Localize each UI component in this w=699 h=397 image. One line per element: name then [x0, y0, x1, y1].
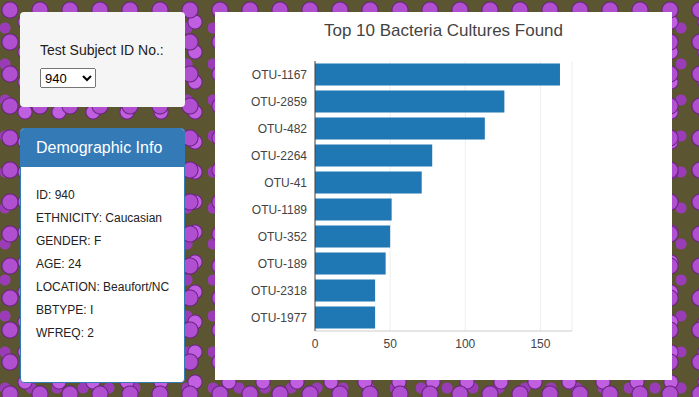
html-text:AGE: 24: AGE: 24: [36, 257, 82, 271]
svg-text:OTU-189: OTU-189: [258, 257, 308, 271]
html-text:Top 10 Bacteria Cultures Found: Top 10 Bacteria Cultures Found: [324, 21, 563, 40]
svg-text:OTU-1167: OTU-1167: [252, 68, 307, 82]
svg-text:50: 50: [383, 337, 397, 351]
html-text:Test Subject ID No.:: Test Subject ID No.:: [40, 42, 164, 58]
svg-text:OTU-352: OTU-352: [258, 230, 308, 244]
svg-text:OTU-2859: OTU-2859: [251, 95, 307, 109]
html-text:BBTYPE: I: BBTYPE: I: [36, 303, 94, 317]
html-text:GENDER: F: GENDER: F: [36, 234, 102, 248]
html-text:Demographic Info: Demographic Info: [36, 139, 163, 156]
html-text:ID: 940: ID: 940: [36, 188, 75, 202]
svg-text:OTU-1189: OTU-1189: [252, 203, 307, 217]
svg-text:OTU-482: OTU-482: [258, 122, 308, 136]
html-text:WFREQ: 2: WFREQ: 2: [36, 326, 94, 340]
html-text:LOCATION: Beaufort/NC: LOCATION: Beaufort/NC: [36, 280, 170, 294]
html-text:ETHNICITY: Caucasian: ETHNICITY: Caucasian: [36, 211, 162, 225]
svg-text:100: 100: [455, 337, 475, 351]
svg-text:OTU-41: OTU-41: [264, 176, 307, 190]
svg-text:150: 150: [530, 337, 550, 351]
svg-text:OTU-2318: OTU-2318: [251, 284, 307, 298]
svg-text:OTU-2264: OTU-2264: [251, 149, 307, 163]
svg-text:0: 0: [312, 337, 319, 351]
svg-text:OTU-1977: OTU-1977: [251, 311, 307, 325]
